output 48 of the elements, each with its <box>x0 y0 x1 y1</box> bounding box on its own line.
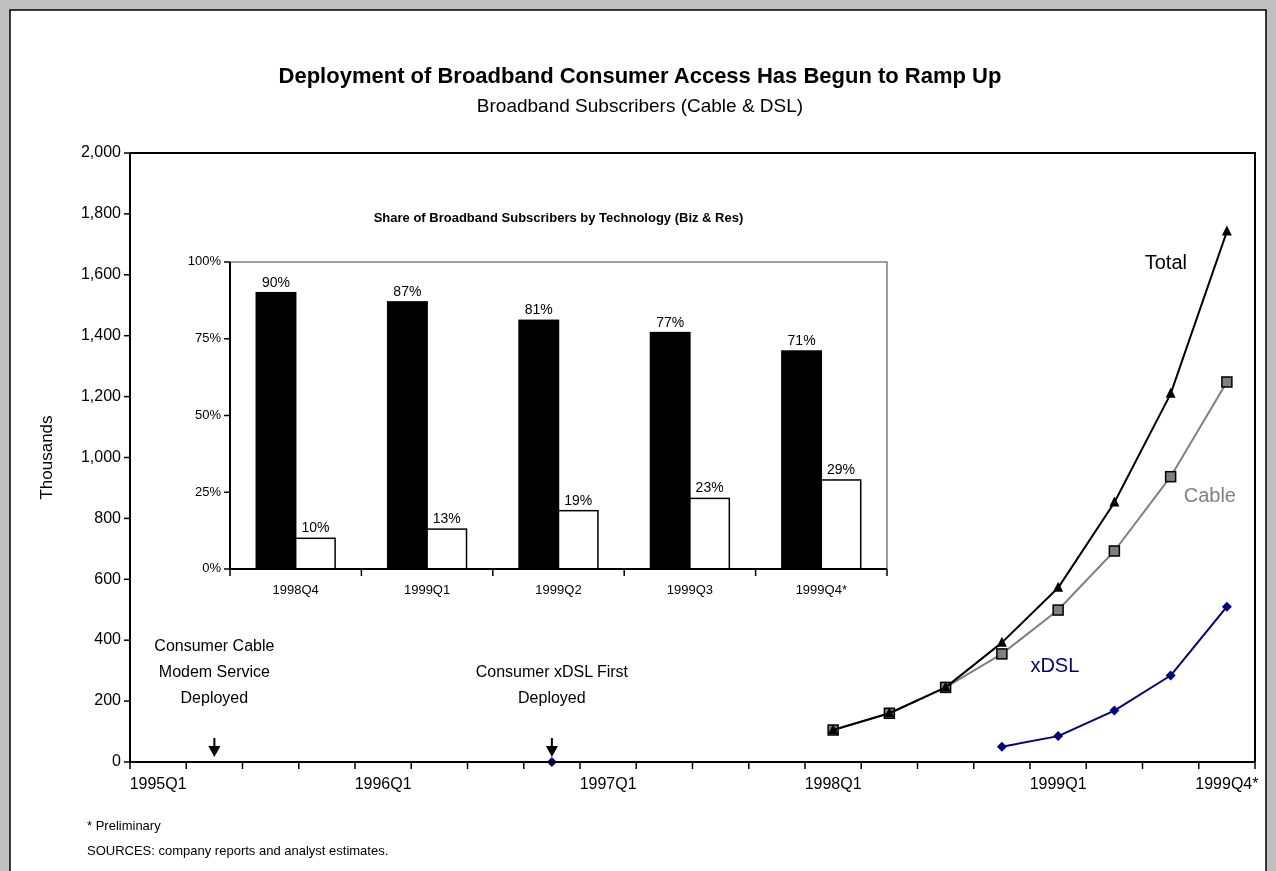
y-tick-label: 1,800 <box>80 204 122 222</box>
x-tick-label: 1998Q4 <box>272 582 319 597</box>
data-label: 23% <box>695 479 724 496</box>
data-label: 10% <box>301 519 330 536</box>
x-tick-label: 1996Q1 <box>354 775 412 792</box>
chart-subtitle: Broadband Subscribers (Cable & DSL) <box>476 95 804 116</box>
y-axis-title: Thousands <box>37 415 57 500</box>
y-tick-label: 50% <box>194 406 222 422</box>
y-tick-label: 100% <box>187 253 222 269</box>
chart-title: Share of Broadband Subscribers by Technology (Biz & Res) <box>373 210 744 225</box>
data-label: 13% <box>432 510 461 527</box>
y-tick-label: 1,000 <box>80 447 122 465</box>
text: * Preliminary <box>87 818 162 833</box>
annotation: Consumer xDSL First Deployed <box>475 663 629 706</box>
y-tick-label: 600 <box>94 569 122 587</box>
y-tick-label: 200 <box>94 691 122 709</box>
y-tick-label: 1,600 <box>80 265 122 283</box>
source-note: SOURCES: company reports and analyst estimates. <box>87 843 389 858</box>
x-tick-label: 1995Q1 <box>129 775 187 792</box>
y-tick-label: 1,200 <box>80 386 122 404</box>
y-tick-label: 75% <box>194 330 222 346</box>
chart-title: Deployment of Broadband Consumer Access Has Begun to Ramp Up <box>278 63 1002 88</box>
data-label: 71% <box>787 332 816 349</box>
y-tick-label: 400 <box>94 630 122 648</box>
x-tick-label: 1997Q1 <box>579 775 637 792</box>
x-tick-label: 1998Q1 <box>804 775 862 792</box>
data-label: 77% <box>656 313 685 330</box>
y-tick-label: 2,000 <box>80 143 122 161</box>
x-tick-label: 1999Q1 <box>403 582 451 597</box>
y-tick-label: 25% <box>194 483 222 499</box>
y-tick-label: 0 <box>112 752 122 770</box>
x-tick-label: 1999Q3 <box>666 582 714 597</box>
x-tick-label: 1999Q2 <box>535 582 582 597</box>
y-tick-label: 1,400 <box>80 325 122 343</box>
data-label: 81% <box>524 301 553 318</box>
y-tick-label: 800 <box>94 508 122 526</box>
text: xDSL <box>1030 653 1080 676</box>
series-label: Cable <box>1183 484 1237 507</box>
data-label: 87% <box>393 282 422 299</box>
annotation: Consumer Cable Modem Service Deployed <box>154 637 275 706</box>
y-tick-label: 0% <box>202 560 222 576</box>
series-label: Total <box>1144 250 1187 273</box>
data-label: 90% <box>261 273 291 290</box>
x-tick-label: 1999Q1 <box>1029 775 1087 792</box>
x-tick-label: 1999Q4* <box>795 582 847 597</box>
data-label: 19% <box>564 491 593 508</box>
data-label: 29% <box>826 460 856 477</box>
x-tick-label: 1999Q4* <box>1195 775 1259 792</box>
